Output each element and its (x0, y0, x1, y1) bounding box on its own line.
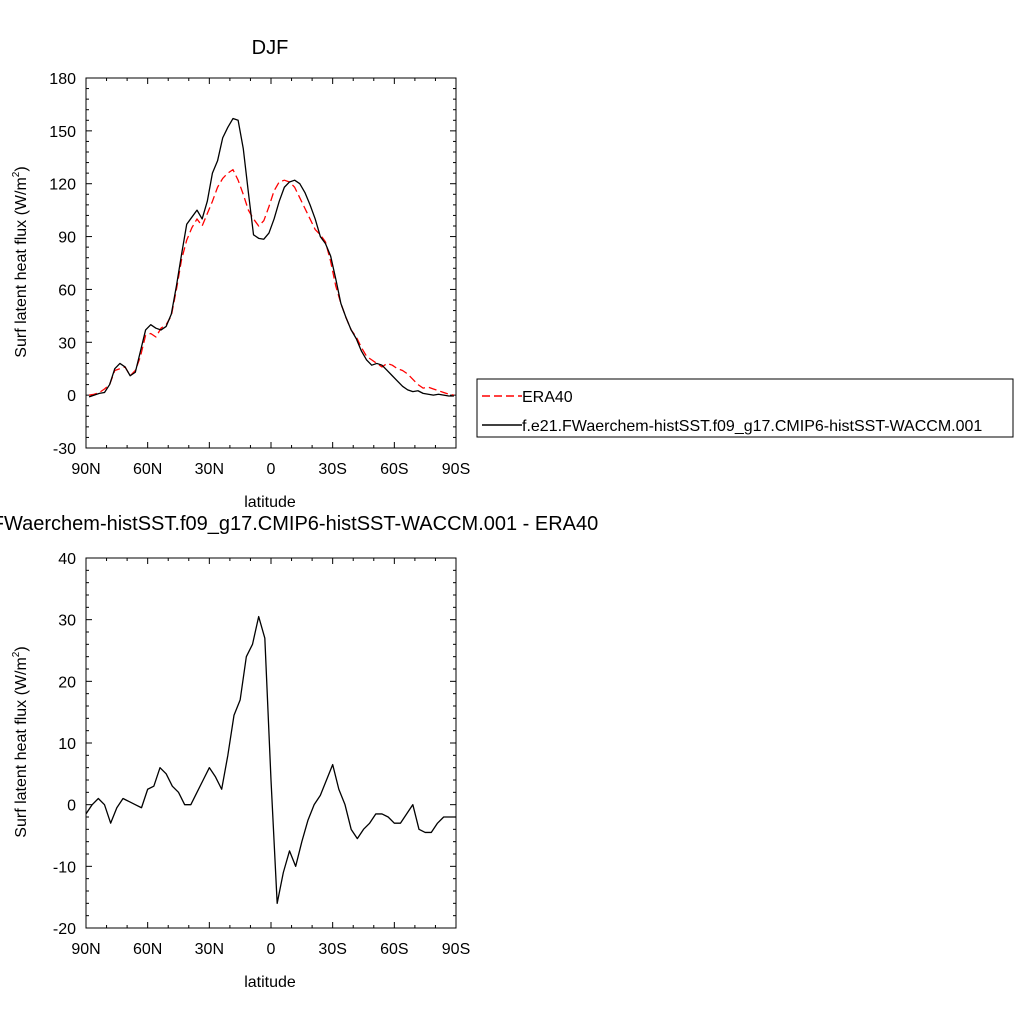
top-y-axis-label: Surf latent heat flux (W/m2) (11, 166, 30, 357)
bottom-series-line-0 (85, 615, 456, 904)
bottom-x-tick-label: 90N (71, 941, 100, 958)
bottom-x-tick-label: 90S (442, 941, 470, 958)
bottom-plot-frame (85, 557, 457, 929)
top-y-tick-label: 120 (49, 177, 76, 194)
top-x-tick-label: 60N (133, 461, 162, 478)
top-y-tick-label: 90 (58, 230, 76, 247)
bottom-y-tick-label: -20 (53, 921, 76, 938)
top-x-tick-label: 90N (71, 461, 100, 478)
top-x-tick-label: 60S (380, 461, 408, 478)
top-y-tick-label: 30 (58, 335, 76, 352)
top-y-tick-label: 0 (67, 388, 76, 405)
bottom-x-tick-label: 30S (318, 941, 346, 958)
top-y-tick-label: 60 (58, 282, 76, 299)
bottom-plot-area: 90N 60N 30N 0 30S 60S 90S -20 -10 0 10 20 30 40 (53, 551, 470, 958)
top-chart-panel: DJF 90N 60N 30N 0 30S 60S 90S -30 0 30 60 90 120 150 1… (11, 37, 470, 511)
bottom-x-tick-label: 60S (380, 941, 408, 958)
top-series-line-1 (88, 117, 454, 398)
top-series-line-0 (88, 168, 455, 396)
legend-label-model: f.e21.FWaerchem-histSST.f09_g17.CMIP6-hi… (522, 418, 982, 435)
top-plot-frame (85, 77, 457, 449)
bottom-y-tick-label: 40 (58, 551, 76, 568)
bottom-x-tick-label: 30N (195, 941, 224, 958)
bottom-y-tick-label: 10 (58, 736, 76, 753)
top-x-tick-label: 90S (442, 461, 470, 478)
top-y-tick-label: 180 (49, 71, 76, 88)
top-x-axis-label: latitude (244, 494, 296, 511)
bottom-y-axis-label: Surf latent heat flux (W/m2) (11, 646, 30, 837)
top-x-tick-label: 30N (195, 461, 224, 478)
bottom-chart-title: f.e21.FWaerchem-histSST.f09_g17.CMIP6-hi… (0, 513, 598, 535)
bottom-y-tick-label: 0 (67, 798, 76, 815)
bottom-x-tick-label: 0 (267, 941, 276, 958)
legend: ERA40 f.e21.FWaerchem-histSST.f09_g17.CM… (476, 378, 1014, 438)
top-y-tick-label: 150 (49, 124, 76, 141)
bottom-chart-panel: f.e21.FWaerchem-histSST.f09_g17.CMIP6-hi… (0, 513, 598, 991)
top-x-tick-label: 0 (267, 461, 276, 478)
legend-box (476, 378, 1014, 438)
bottom-y-tick-label: -10 (53, 859, 76, 876)
bottom-x-axis-label: latitude (244, 974, 296, 991)
bottom-x-tick-label: 60N (133, 941, 162, 958)
top-x-tick-label: 30S (318, 461, 346, 478)
bottom-y-tick-label: 30 (58, 613, 76, 630)
bottom-y-tick-label: 20 (58, 674, 76, 691)
top-plot-area: 90N 60N 30N 0 30S 60S 90S -30 0 30 60 90 120 150 180 (49, 71, 470, 478)
top-y-tick-label: -30 (53, 441, 76, 458)
legend-label-era40: ERA40 (522, 389, 573, 406)
top-chart-title: DJF (252, 37, 289, 59)
